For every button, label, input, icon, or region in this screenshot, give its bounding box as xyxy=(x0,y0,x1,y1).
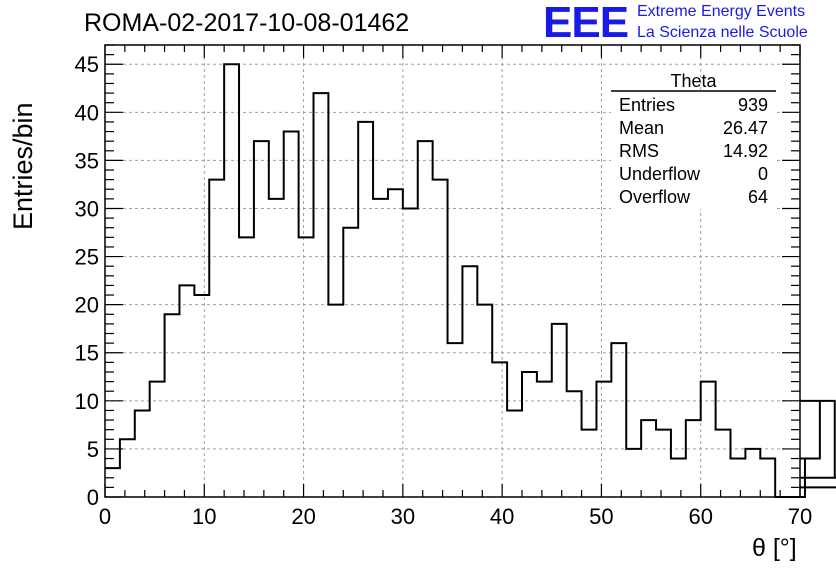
histogram-bin xyxy=(567,391,582,497)
chart-title: ROMA-02-2017-10-08-01462 xyxy=(84,9,410,37)
histogram-bin xyxy=(745,449,760,497)
x-tick-label: 10 xyxy=(192,504,216,529)
stats-value: 64 xyxy=(748,187,768,207)
stats-value: 0 xyxy=(758,164,768,184)
x-tick-label: 0 xyxy=(99,504,111,529)
y-tick-label: 35 xyxy=(75,148,99,173)
y-tick-label: 25 xyxy=(75,245,99,270)
histogram-bin xyxy=(209,180,224,497)
y-tick-label: 0 xyxy=(87,485,99,510)
y-tick-label: 5 xyxy=(87,437,99,462)
histogram-bin xyxy=(731,459,746,497)
y-tick-label: 10 xyxy=(75,389,99,414)
axis-layer: 0 10 20 30 40 50 60 70 0 5 10 15 20 25 30 35 40 45 xyxy=(75,44,812,529)
histogram-bin xyxy=(492,362,507,497)
stats-label: Underflow xyxy=(619,164,701,184)
histogram-bin xyxy=(656,430,671,497)
stats-value: 14.92 xyxy=(723,141,768,161)
logo-line-2: La Scienza nelle Scuole xyxy=(637,24,808,41)
x-tick-label: 70 xyxy=(788,504,812,529)
stats-label: RMS xyxy=(619,141,659,161)
histogram-bin xyxy=(239,237,254,497)
eee-logo: EEE xyxy=(543,0,629,47)
y-tick-label: 15 xyxy=(75,341,99,366)
histogram-bin xyxy=(284,132,299,497)
y-tick-label: 40 xyxy=(75,100,99,125)
histogram-bin xyxy=(343,228,358,497)
histogram-bin xyxy=(522,372,537,497)
histogram-bin xyxy=(299,237,314,497)
stats-box-bg xyxy=(611,91,776,209)
histogram-bin xyxy=(686,420,701,497)
y-tick-label: 30 xyxy=(75,196,99,221)
x-tick-label: 40 xyxy=(490,504,514,529)
x-tick-label: 20 xyxy=(291,504,315,529)
grid-layer xyxy=(105,45,800,497)
histogram-bin xyxy=(373,199,388,497)
histogram-bin xyxy=(671,459,686,497)
stats-value: 26.47 xyxy=(723,118,768,138)
stats-value: 939 xyxy=(738,95,768,115)
histogram-bin xyxy=(165,314,180,497)
histogram-bin xyxy=(537,382,552,497)
stats-title: Theta xyxy=(670,71,717,91)
histogram-bin xyxy=(224,64,239,497)
histogram-bin xyxy=(418,141,433,497)
stats-label: Mean xyxy=(619,118,664,138)
histogram-bin xyxy=(194,295,209,497)
histogram-bin xyxy=(150,382,165,497)
histogram-bin xyxy=(388,189,403,497)
histogram-bin xyxy=(269,199,284,497)
histogram-bin xyxy=(105,468,120,497)
histogram-bin xyxy=(611,343,626,497)
plot-frame xyxy=(104,44,801,498)
histogram-bin xyxy=(596,382,611,497)
histogram-bin xyxy=(314,93,329,497)
histogram-bin xyxy=(582,430,597,497)
histogram-bin xyxy=(552,324,567,497)
y-tick-label: 20 xyxy=(75,293,99,318)
histogram-bin xyxy=(462,266,477,497)
histogram-bin xyxy=(135,410,150,497)
stats-box: Theta Entries 939 Mean 26.47 RMS 14.92 Underflo… xyxy=(611,71,776,209)
stats-label: Entries xyxy=(619,95,675,115)
histogram-bin xyxy=(477,305,492,497)
histogram-bin xyxy=(641,420,656,497)
x-tick-label: 50 xyxy=(589,504,613,529)
histogram-bin xyxy=(626,449,641,497)
histogram-bin xyxy=(120,439,135,497)
histogram-bin xyxy=(760,459,775,497)
histogram-bin xyxy=(328,305,343,497)
histogram-bin xyxy=(448,343,463,497)
histogram-outline xyxy=(105,63,836,498)
x-tick-label: 30 xyxy=(391,504,415,529)
logo-line-1: Extreme Energy Events xyxy=(637,3,806,20)
histogram-bin xyxy=(254,141,269,497)
histogram-bin xyxy=(701,382,716,497)
x-axis-label: θ [°] xyxy=(752,534,797,562)
stats-label: Overflow xyxy=(619,187,691,207)
x-tick-label: 60 xyxy=(688,504,712,529)
histogram-bin xyxy=(403,208,418,497)
histogram-bin xyxy=(716,430,731,497)
histogram-layer xyxy=(105,63,836,498)
histogram-bin xyxy=(179,285,194,497)
histogram-bin xyxy=(507,410,522,497)
y-tick-label: 45 xyxy=(75,52,99,77)
histogram-bin xyxy=(433,180,448,497)
histogram-bin xyxy=(358,122,373,497)
